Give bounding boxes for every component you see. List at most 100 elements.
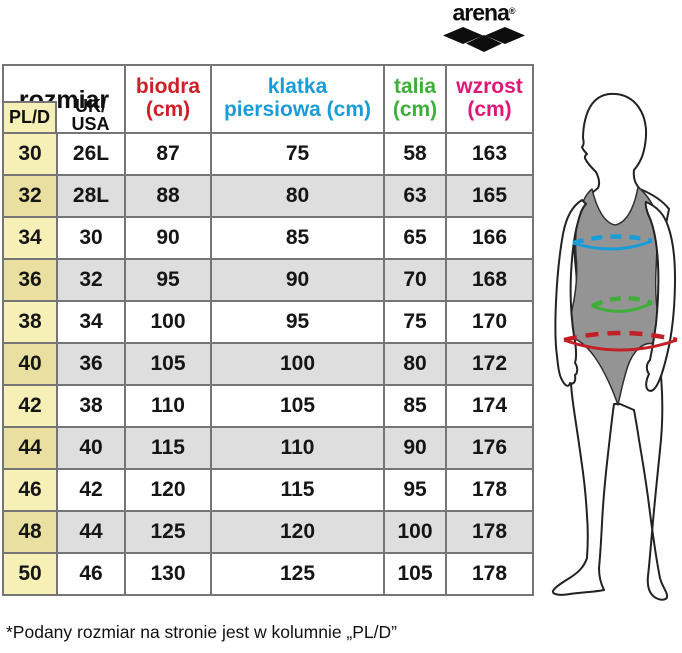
col-header-rozmiar: rozmiar PL/D UK/ USA: [2, 64, 126, 134]
col-header-pl-d: PL/D: [4, 101, 57, 132]
cell-wzrost: 166: [445, 216, 534, 260]
cell-uk-usa: 34: [56, 300, 126, 344]
arena-logo: arena®: [442, 0, 526, 53]
cell-pl-d: 44: [2, 426, 58, 470]
waist-measure-line: [591, 296, 653, 313]
cell-uk-usa: 28L: [56, 174, 126, 218]
cell-biodra: 130: [124, 552, 212, 596]
cell-wzrost: 178: [445, 468, 534, 512]
cell-talia: 80: [383, 342, 447, 386]
cell-klatka-piersiowa: 90: [210, 258, 385, 302]
table-row: 40 36 105 100 80 172: [2, 342, 534, 386]
body-measurement-figure: [551, 92, 678, 601]
cell-uk-usa: 36: [56, 342, 126, 386]
cell-uk-usa: 26L: [56, 132, 126, 176]
cell-biodra: 105: [124, 342, 212, 386]
cell-klatka-piersiowa: 125: [210, 552, 385, 596]
cell-pl-d: 32: [2, 174, 58, 218]
col-header-talia: talia (cm): [383, 64, 447, 134]
cell-pl-d: 36: [2, 258, 58, 302]
cell-talia: 58: [383, 132, 447, 176]
table-row: 34 30 90 85 65 166: [2, 216, 534, 260]
cell-biodra: 95: [124, 258, 212, 302]
cell-pl-d: 40: [2, 342, 58, 386]
cell-talia: 90: [383, 426, 447, 470]
table-row: 38 34 100 95 75 170: [2, 300, 534, 344]
table-row: 36 32 95 90 70 168: [2, 258, 534, 302]
col-header-klatka-piersiowa: klatka piersiowa (cm): [210, 64, 385, 134]
table-row: 44 40 115 110 90 176: [2, 426, 534, 470]
table-row: 42 38 110 105 85 174: [2, 384, 534, 428]
cell-wzrost: 178: [445, 552, 534, 596]
cell-klatka-piersiowa: 100: [210, 342, 385, 386]
cell-pl-d: 48: [2, 510, 58, 554]
cell-klatka-piersiowa: 115: [210, 468, 385, 512]
cell-klatka-piersiowa: 120: [210, 510, 385, 554]
cell-wzrost: 163: [445, 132, 534, 176]
table-row: 50 46 130 125 105 178: [2, 552, 534, 596]
cell-talia: 100: [383, 510, 447, 554]
cell-uk-usa: 38: [56, 384, 126, 428]
cell-biodra: 88: [124, 174, 212, 218]
cell-wzrost: 178: [445, 510, 534, 554]
cell-wzrost: 172: [445, 342, 534, 386]
cell-wzrost: 176: [445, 426, 534, 470]
cell-talia: 85: [383, 384, 447, 428]
cell-biodra: 87: [124, 132, 212, 176]
cell-uk-usa: 32: [56, 258, 126, 302]
cell-biodra: 115: [124, 426, 212, 470]
table-row: 48 44 125 120 100 178: [2, 510, 534, 554]
cell-biodra: 125: [124, 510, 212, 554]
cell-uk-usa: 46: [56, 552, 126, 596]
cell-talia: 63: [383, 174, 447, 218]
chest-measure-line: [572, 234, 653, 251]
cell-klatka-piersiowa: 105: [210, 384, 385, 428]
cell-biodra: 100: [124, 300, 212, 344]
cell-klatka-piersiowa: 110: [210, 426, 385, 470]
cell-wzrost: 165: [445, 174, 534, 218]
cell-klatka-piersiowa: 80: [210, 174, 385, 218]
size-table: rozmiar PL/D UK/ USA biodra (cm) klatka: [2, 64, 534, 596]
registered-trademark-symbol: ®: [508, 6, 516, 16]
cell-uk-usa: 40: [56, 426, 126, 470]
arena-diamonds-logo-icon: [443, 27, 525, 53]
cell-pl-d: 50: [2, 552, 58, 596]
arena-wordmark: arena®: [442, 0, 526, 26]
cell-uk-usa: 30: [56, 216, 126, 260]
col-header-wzrost: wzrost (cm): [445, 64, 534, 134]
table-row: 46 42 120 115 95 178: [2, 468, 534, 512]
cell-wzrost: 168: [445, 258, 534, 302]
cell-biodra: 90: [124, 216, 212, 260]
cell-uk-usa: 42: [56, 468, 126, 512]
cell-pl-d: 30: [2, 132, 58, 176]
left-arm: [554, 199, 587, 387]
cell-pl-d: 38: [2, 300, 58, 344]
cell-klatka-piersiowa: 75: [210, 132, 385, 176]
cell-wzrost: 174: [445, 384, 534, 428]
col-header-biodra: biodra (cm): [124, 64, 212, 134]
hip-measure-line: [563, 330, 678, 352]
swimsuit-shape: [569, 186, 662, 406]
table-row: 32 28L 88 80 63 165: [2, 174, 534, 218]
cell-uk-usa: 44: [56, 510, 126, 554]
cell-biodra: 120: [124, 468, 212, 512]
cell-klatka-piersiowa: 95: [210, 300, 385, 344]
cell-talia: 75: [383, 300, 447, 344]
cell-pl-d: 34: [2, 216, 58, 260]
arena-brand-text: arena: [452, 0, 509, 26]
cell-talia: 105: [383, 552, 447, 596]
cell-pl-d: 46: [2, 468, 58, 512]
cell-klatka-piersiowa: 85: [210, 216, 385, 260]
size-table-body: 30 26L 87 75 58 163 32 28L 88 80 63 165 …: [2, 132, 534, 596]
cell-talia: 70: [383, 258, 447, 302]
footnote: *Podany rozmiar na stronie jest w kolumn…: [6, 622, 397, 642]
cell-wzrost: 170: [445, 300, 534, 344]
table-row: 30 26L 87 75 58 163: [2, 132, 534, 176]
cell-pl-d: 42: [2, 384, 58, 428]
header-row: rozmiar PL/D UK/ USA biodra (cm) klatka: [2, 64, 534, 134]
cell-talia: 95: [383, 468, 447, 512]
cell-talia: 65: [383, 216, 447, 260]
col-header-uk-usa: UK/ USA: [71, 96, 110, 134]
cell-biodra: 110: [124, 384, 212, 428]
